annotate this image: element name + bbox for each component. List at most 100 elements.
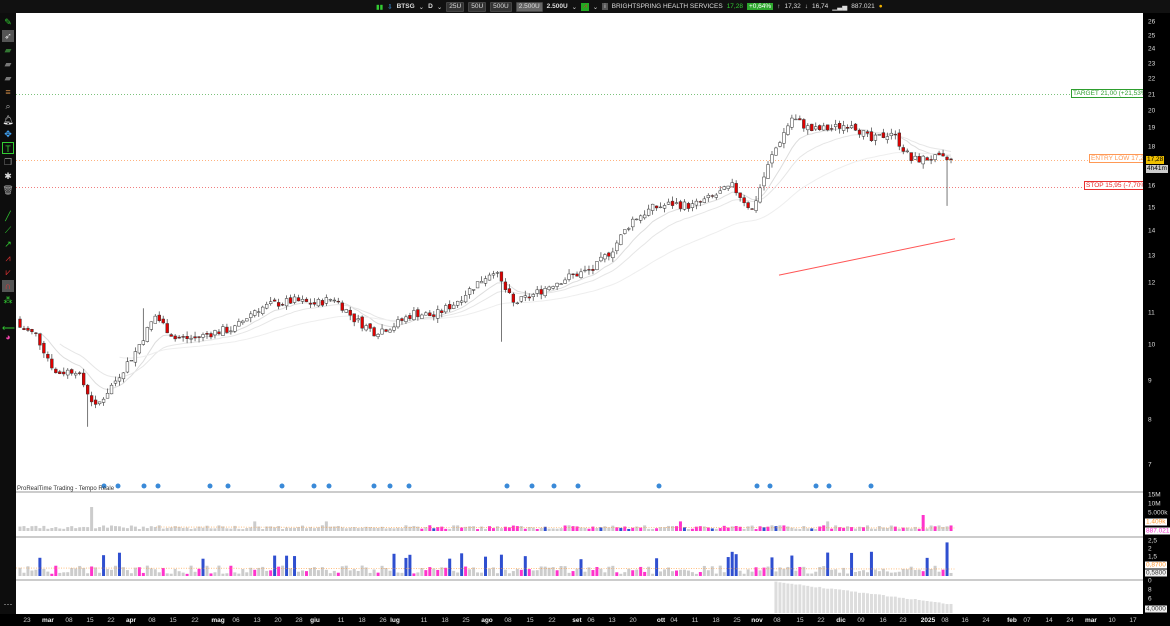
ruler-icon[interactable]: ▰ (4, 73, 12, 83)
indicator3-bar (909, 599, 913, 613)
volume-bar (34, 525, 38, 531)
volume-bar (690, 528, 694, 531)
line-icon[interactable]: ╱ (5, 211, 11, 221)
candle (587, 269, 591, 271)
more-icon[interactable]: ⋯ (3, 599, 13, 609)
volume-bar (205, 525, 209, 531)
candle (674, 202, 679, 204)
entry-label[interactable]: ENTRY LOW 17,28 (1089, 154, 1150, 163)
chart-canvas[interactable] (16, 13, 1143, 614)
volume-bar (408, 526, 412, 531)
units-2500-button[interactable]: 2.500U (515, 1, 543, 12)
indicator-bar (46, 571, 50, 576)
time-tick: apr (125, 617, 137, 624)
candle (678, 201, 683, 209)
candle (706, 195, 710, 198)
time-tick: 15 (796, 617, 804, 624)
info-icon[interactable]: i (602, 3, 608, 10)
volume-bar (794, 528, 798, 531)
candle (276, 302, 281, 307)
copy-icon[interactable]: ❐ (3, 157, 13, 167)
units-50-button[interactable]: 50U (468, 1, 487, 12)
volume-bar (352, 527, 356, 531)
volume-bar (507, 527, 511, 531)
symbol-selector[interactable]: BTSG (396, 3, 415, 10)
units-25-button[interactable]: 25U (446, 1, 465, 12)
text-icon[interactable]: T (2, 142, 14, 154)
arrow-icon[interactable]: ↗ (4, 239, 12, 249)
volume-bar (444, 528, 448, 531)
volume-bar (328, 526, 332, 531)
volume-bar (611, 525, 615, 531)
indicator-bar (933, 565, 937, 576)
volume-bar (599, 527, 603, 531)
ruler-icon[interactable]: ▰ (4, 45, 12, 55)
candle (583, 269, 587, 272)
pencil-icon[interactable]: ✎ (4, 17, 12, 27)
tools-icon[interactable]: ✱ (4, 171, 12, 181)
bell-icon[interactable]: 🔔︎ (2, 115, 14, 125)
back-arrow-icon[interactable]: ⟵ (2, 323, 15, 333)
volume-bar (802, 525, 806, 531)
indicator-bar (571, 571, 575, 576)
indicator-bar (631, 570, 635, 576)
fibonacci-icon[interactable]: ⩘ (5, 253, 11, 263)
ruler-icon[interactable]: ▰ (4, 59, 12, 69)
text-style-icon[interactable]: ≡ (5, 87, 11, 97)
volume-bar (265, 526, 269, 531)
magnet-icon[interactable]: ∩ (2, 280, 14, 292)
target-label[interactable]: TARGET 21,00 (+21,53%) (1071, 89, 1151, 98)
volume-bar (157, 525, 161, 531)
trash-icon[interactable]: 🗑︎ (2, 185, 14, 195)
chart-type-icon[interactable]: ▮▮ (376, 3, 384, 11)
indicator-bar (70, 567, 74, 576)
chart-area[interactable]: ProRealTime Trading - Tempo Reale TARGET… (16, 13, 1151, 614)
volume-bar (113, 526, 117, 531)
indicator3-bar (897, 597, 901, 613)
indicator-bar (217, 565, 221, 576)
time-tick: 09 (857, 617, 865, 624)
price-axis[interactable]: 26 25 24 23 22 21 20 19 18 16 15 14 13 12 11 10 9 8 7 15M 10… (1143, 13, 1170, 614)
candle (82, 372, 86, 386)
volume-bar (416, 526, 420, 531)
indicator3-bar (921, 600, 925, 613)
segment-icon[interactable]: ⟋ (4, 225, 12, 235)
cursor-icon[interactable]: ➶ (2, 30, 14, 42)
zoom-icon[interactable]: ⌕ (5, 101, 11, 111)
candle (364, 325, 368, 331)
time-tick: 18 (358, 617, 366, 624)
indicator-bar (865, 572, 869, 576)
chart-style-icon[interactable]: ⩘ (581, 2, 589, 11)
candle (885, 136, 890, 140)
candle (348, 309, 352, 316)
moving-average-line (59, 133, 952, 378)
period-selector[interactable]: D (428, 3, 433, 10)
candle (861, 130, 866, 137)
indicator-bar (177, 571, 181, 576)
download-icon[interactable]: ⇩ (387, 3, 393, 11)
color-wheel-icon[interactable]: ◕ (5, 332, 11, 342)
indicator-bar (663, 569, 667, 576)
pattern-icon[interactable]: ⁂ (3, 295, 13, 305)
candle (332, 299, 336, 302)
indicator-bar (157, 572, 161, 576)
indicator-bar (54, 565, 58, 576)
volume-bar (750, 525, 754, 531)
units-500-button[interactable]: 500U (490, 1, 512, 12)
move-icon[interactable]: ✥ (4, 129, 12, 139)
candle (925, 157, 929, 161)
candle (682, 201, 687, 210)
volume-bar (746, 526, 750, 531)
volume-bar (456, 525, 460, 531)
stop-label[interactable]: STOP 15,95 (-7,70%) (1084, 181, 1151, 190)
indicator-bar (615, 572, 619, 576)
units-dropdown[interactable]: 2.500U (546, 3, 568, 10)
candle (133, 351, 138, 363)
candle (54, 368, 58, 374)
indicator-bar (404, 557, 408, 576)
volume-bar (18, 526, 22, 531)
time-axis[interactable]: 23 mar 08 15 22 apr 08 15 22 mag 06 13 20 28 giu 11 18 26… (16, 614, 1170, 626)
channel-icon[interactable]: ⩗ (5, 267, 11, 277)
volume-value: 887.021 (851, 3, 875, 10)
candle (261, 306, 265, 314)
